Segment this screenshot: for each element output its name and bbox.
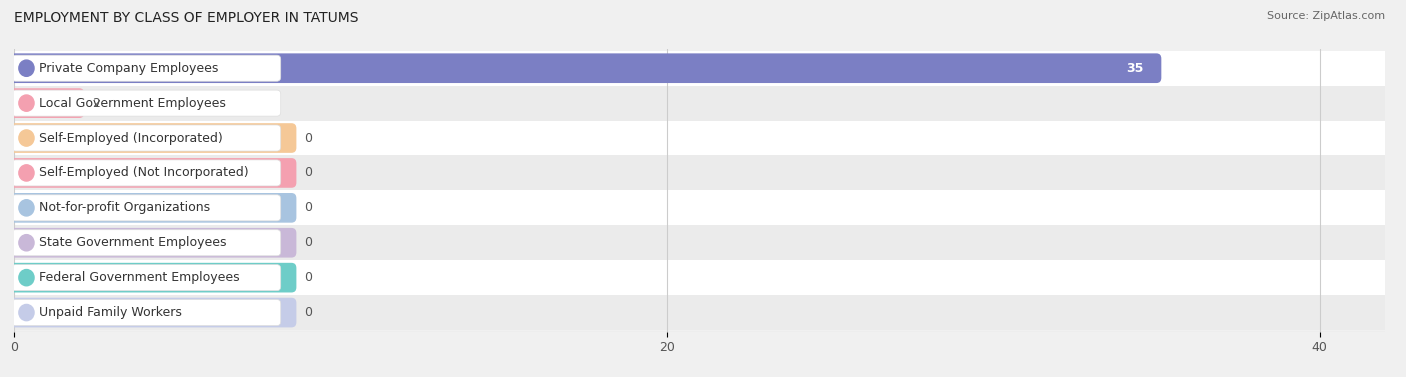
- FancyBboxPatch shape: [10, 298, 297, 327]
- FancyBboxPatch shape: [10, 228, 297, 257]
- Text: Local Government Employees: Local Government Employees: [38, 97, 225, 110]
- FancyBboxPatch shape: [0, 260, 1406, 295]
- Circle shape: [18, 130, 34, 146]
- Text: 35: 35: [1126, 62, 1143, 75]
- Text: 0: 0: [305, 306, 312, 319]
- FancyBboxPatch shape: [11, 55, 281, 81]
- Text: 0: 0: [305, 166, 312, 179]
- FancyBboxPatch shape: [10, 123, 297, 153]
- Circle shape: [18, 200, 34, 216]
- FancyBboxPatch shape: [11, 300, 281, 326]
- FancyBboxPatch shape: [10, 193, 297, 223]
- FancyBboxPatch shape: [0, 225, 1406, 260]
- Circle shape: [18, 305, 34, 321]
- Circle shape: [18, 270, 34, 286]
- Text: Not-for-profit Organizations: Not-for-profit Organizations: [38, 201, 209, 215]
- Text: Source: ZipAtlas.com: Source: ZipAtlas.com: [1267, 11, 1385, 21]
- FancyBboxPatch shape: [10, 263, 297, 293]
- FancyBboxPatch shape: [10, 88, 84, 118]
- Text: Unpaid Family Workers: Unpaid Family Workers: [38, 306, 181, 319]
- Text: Federal Government Employees: Federal Government Employees: [38, 271, 239, 284]
- FancyBboxPatch shape: [0, 190, 1406, 225]
- Text: Self-Employed (Incorporated): Self-Employed (Incorporated): [38, 132, 222, 144]
- FancyBboxPatch shape: [10, 54, 1161, 83]
- Text: Self-Employed (Not Incorporated): Self-Employed (Not Incorporated): [38, 166, 249, 179]
- Text: Private Company Employees: Private Company Employees: [38, 62, 218, 75]
- Circle shape: [18, 234, 34, 251]
- Text: State Government Employees: State Government Employees: [38, 236, 226, 249]
- FancyBboxPatch shape: [10, 158, 297, 188]
- Text: 0: 0: [305, 201, 312, 215]
- Text: EMPLOYMENT BY CLASS OF EMPLOYER IN TATUMS: EMPLOYMENT BY CLASS OF EMPLOYER IN TATUM…: [14, 11, 359, 25]
- FancyBboxPatch shape: [0, 295, 1406, 330]
- Text: 0: 0: [305, 236, 312, 249]
- Text: 0: 0: [305, 132, 312, 144]
- Text: 0: 0: [305, 271, 312, 284]
- FancyBboxPatch shape: [0, 155, 1406, 190]
- FancyBboxPatch shape: [0, 86, 1406, 121]
- FancyBboxPatch shape: [0, 51, 1406, 86]
- FancyBboxPatch shape: [11, 230, 281, 256]
- FancyBboxPatch shape: [11, 195, 281, 221]
- FancyBboxPatch shape: [11, 90, 281, 116]
- Text: 2: 2: [93, 97, 100, 110]
- FancyBboxPatch shape: [0, 121, 1406, 155]
- FancyBboxPatch shape: [11, 160, 281, 186]
- FancyBboxPatch shape: [11, 265, 281, 291]
- Circle shape: [18, 165, 34, 181]
- Circle shape: [18, 95, 34, 111]
- FancyBboxPatch shape: [11, 125, 281, 151]
- Circle shape: [18, 60, 34, 76]
